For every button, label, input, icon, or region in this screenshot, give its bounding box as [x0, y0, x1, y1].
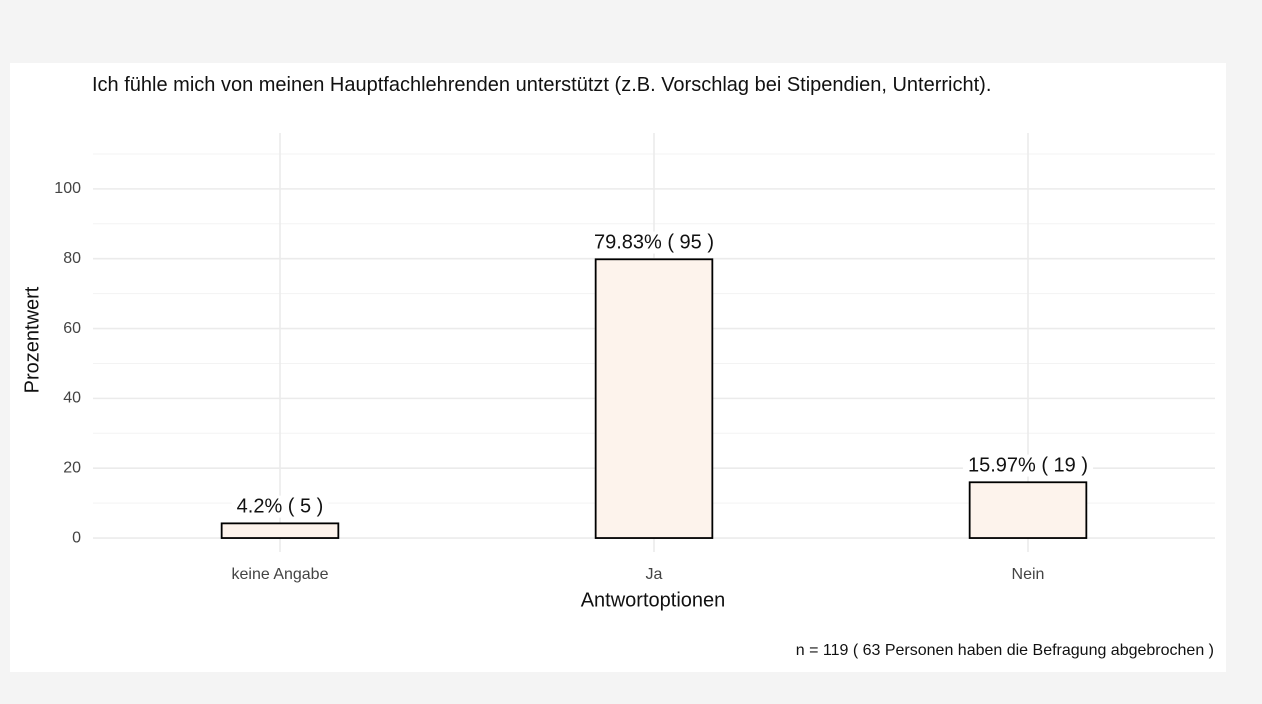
caption: n = 119 ( 63 Personen haben die Befragun…	[796, 642, 1214, 659]
y-tick-label: 80	[63, 250, 81, 267]
value-label: 15.97% ( 19 )	[968, 455, 1088, 477]
y-tick-label: 100	[54, 180, 81, 197]
y-tick-label: 20	[63, 459, 81, 476]
value-label-background	[231, 495, 329, 518]
x-axis-label: Antwortoptionen	[581, 589, 726, 611]
bar	[594, 258, 714, 539]
y-tick-label: 40	[63, 390, 81, 407]
value-label: 4.2% ( 5 )	[237, 496, 324, 518]
y-tick-label: 60	[63, 320, 81, 337]
bar	[968, 481, 1088, 539]
value-label: 79.83% ( 95 )	[594, 232, 714, 254]
y-tick-label: 0	[72, 529, 81, 546]
x-tick-label: Ja	[646, 566, 663, 583]
value-label-background	[962, 454, 1094, 477]
bar	[220, 522, 340, 539]
x-tick-label: Nein	[1012, 566, 1045, 583]
x-tick-label: keine Angabe	[232, 566, 329, 583]
chart-title: Ich fühle mich von meinen Hauptfachlehre…	[92, 74, 992, 96]
value-label-background	[588, 231, 720, 254]
y-axis-label: Prozentwert	[21, 286, 43, 393]
